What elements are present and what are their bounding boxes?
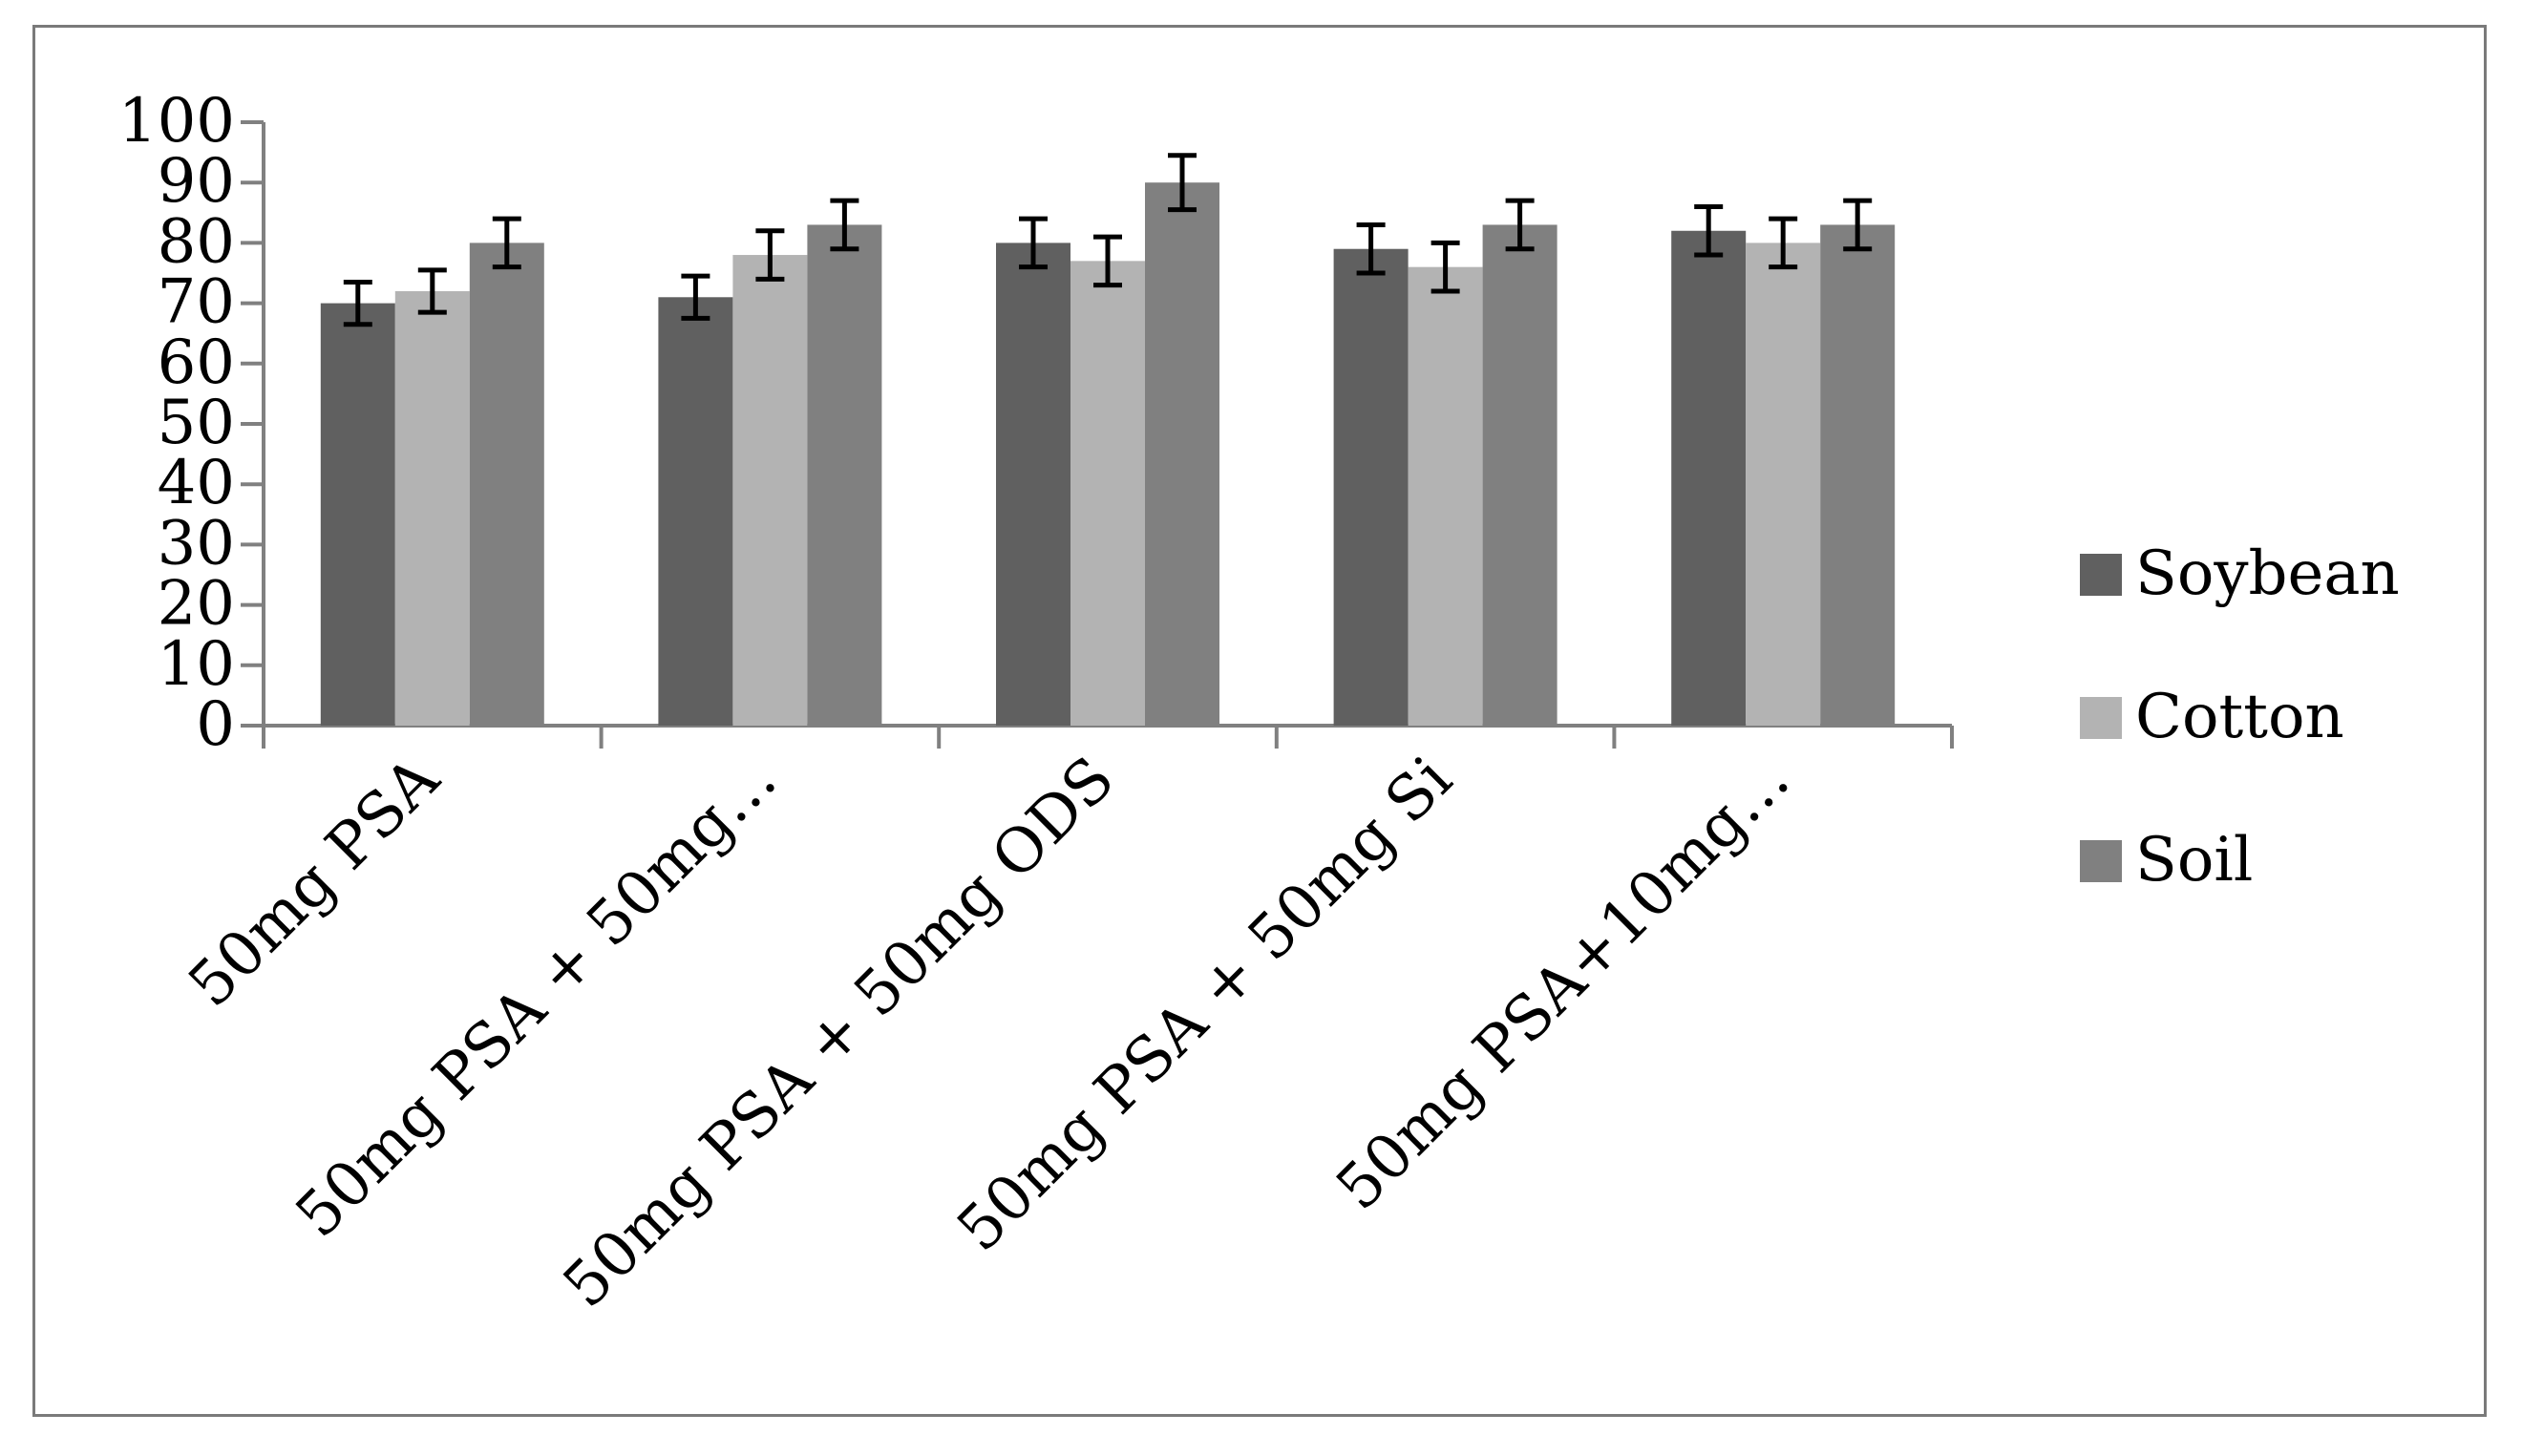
- bar-cotton: [1070, 261, 1145, 726]
- legend-swatch-soil: [2080, 840, 2122, 882]
- y-tick-label: 50: [158, 388, 235, 458]
- bar-cotton: [732, 255, 808, 726]
- chart-frame: [32, 25, 2487, 1417]
- y-tick-label: 30: [158, 508, 235, 579]
- legend-swatch-cotton: [2080, 697, 2122, 739]
- x-category-label: 50mg PSA: [176, 743, 454, 1021]
- y-tick-label: 80: [158, 206, 235, 277]
- bar-cotton: [1746, 243, 1821, 726]
- y-tick-label: 100: [118, 86, 235, 157]
- y-tick-label: 60: [158, 327, 235, 398]
- x-category-label: 50mg PSA + 50mg ODS: [550, 744, 1128, 1321]
- y-tick-label: 70: [158, 267, 235, 338]
- legend-label-cotton: Cotton: [2135, 682, 2344, 752]
- legend-label-soil: Soil: [2135, 825, 2253, 896]
- y-tick-label: 10: [158, 629, 235, 700]
- bar-soil: [807, 224, 882, 726]
- y-tick-label: 90: [158, 146, 235, 217]
- legend-label-soybean: Soybean: [2135, 538, 2400, 609]
- bar-soybean: [320, 303, 395, 726]
- bar-cotton: [394, 290, 470, 726]
- y-tick-label: 20: [158, 569, 235, 640]
- bar-cotton: [1408, 266, 1483, 726]
- bar-soil: [469, 243, 544, 726]
- bar-soybean: [1333, 248, 1409, 726]
- bar-soil: [1820, 224, 1896, 726]
- y-tick-label: 0: [196, 689, 235, 760]
- bar-soil: [1145, 182, 1219, 726]
- bar-soil: [1482, 224, 1558, 726]
- bar-soybean: [996, 243, 1070, 726]
- bar-soybean: [1671, 230, 1747, 726]
- bar-soybean: [658, 297, 733, 726]
- y-tick-label: 40: [158, 448, 235, 518]
- legend-swatch-soybean: [2080, 554, 2122, 596]
